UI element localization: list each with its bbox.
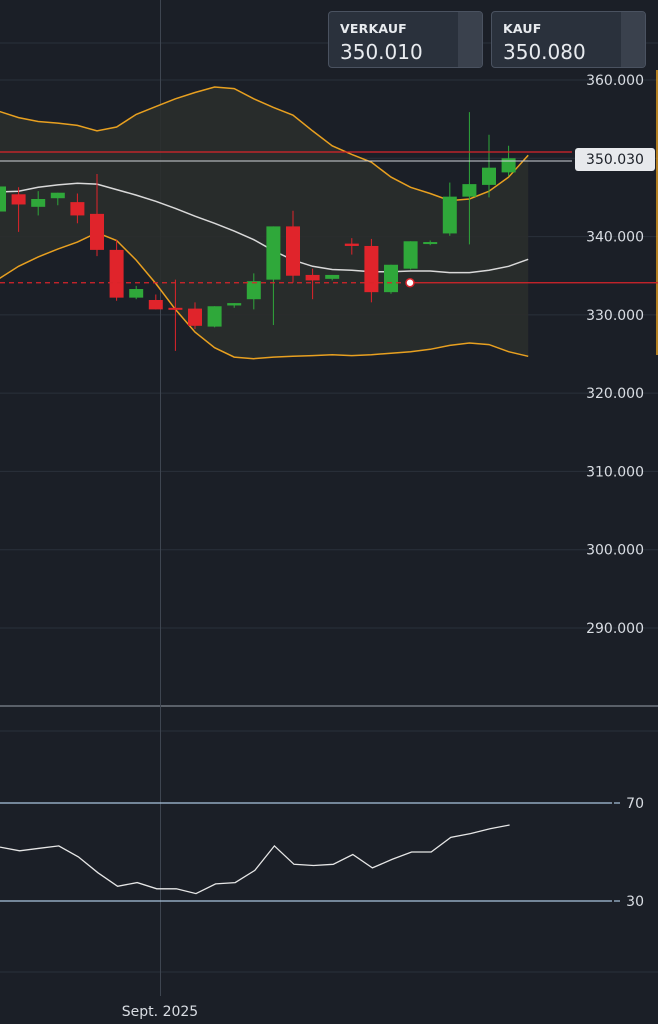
candle — [364, 238, 379, 303]
candle-body — [364, 245, 379, 293]
candle — [90, 173, 104, 257]
candle — [109, 239, 124, 301]
candle-body — [188, 308, 202, 326]
buy-label: KAUF — [503, 21, 542, 36]
candle — [325, 274, 340, 281]
candle-body — [207, 306, 222, 327]
candle-body — [423, 242, 438, 245]
candle-body — [501, 158, 516, 173]
price-tick-label: 360.000 — [586, 73, 644, 89]
candle — [286, 210, 300, 283]
candle — [384, 264, 398, 294]
candle — [246, 273, 261, 310]
candle — [188, 302, 202, 329]
candle-body — [442, 196, 457, 234]
price-tick-label: 330.000 — [586, 308, 644, 324]
candle — [70, 193, 85, 224]
price-lines — [0, 151, 658, 288]
candle-body — [227, 303, 242, 306]
candle-body — [266, 226, 281, 280]
price-tick-label: 290.000 — [586, 621, 644, 637]
candle — [266, 226, 281, 326]
sell-button-strip — [458, 12, 482, 67]
candle-body — [286, 226, 300, 276]
sell-price: 350.010 — [340, 40, 423, 64]
candle-body — [482, 167, 496, 185]
candle — [344, 238, 359, 255]
candle-body — [129, 289, 144, 298]
rsi-line — [0, 824, 510, 895]
candle — [403, 241, 418, 270]
rsi-tick-label: 30 — [626, 894, 644, 910]
price-tick-label: 300.000 — [586, 543, 644, 559]
candle-body — [384, 264, 398, 293]
candle — [442, 182, 457, 236]
price-tick-label: 340.000 — [586, 230, 644, 246]
date-label-bg — [112, 996, 210, 1024]
candle-body — [0, 186, 6, 212]
rsi-tick-label: 70 — [626, 796, 644, 812]
candle — [227, 303, 242, 308]
candle-body — [305, 274, 320, 281]
candle — [148, 294, 163, 310]
price-tick-label: 320.000 — [586, 386, 644, 402]
candle-body — [344, 243, 359, 246]
candle-body — [462, 184, 477, 197]
candle — [207, 306, 222, 328]
candle — [462, 112, 477, 245]
price-tick-label: 310.000 — [586, 464, 644, 480]
candle-body — [246, 281, 261, 300]
bollinger-lower-line — [0, 231, 529, 360]
candle-body — [148, 299, 163, 310]
candle-body — [109, 249, 124, 298]
candle — [11, 187, 26, 232]
buy-price: 350.080 — [503, 40, 586, 64]
candle — [31, 191, 46, 216]
position-marker[interactable] — [405, 278, 415, 288]
candle — [129, 285, 144, 300]
candle-body — [70, 202, 85, 216]
sell-button[interactable]: VERKAUF 350.010 — [328, 11, 483, 68]
candle — [168, 279, 183, 351]
buy-button[interactable]: KAUF 350.080 — [491, 11, 646, 68]
candle-body — [50, 192, 65, 199]
current-price-tag — [575, 148, 655, 172]
bollinger-upper-line — [0, 86, 529, 202]
candle — [50, 192, 65, 206]
bollinger-middle-line — [0, 182, 529, 274]
sell-label: VERKAUF — [340, 21, 407, 36]
axis-labels: 360.000350.000340.000330.000320.000310.0… — [112, 73, 655, 1024]
candle — [0, 186, 6, 212]
candle — [305, 268, 320, 300]
candle-body — [31, 198, 46, 207]
current-price-tag-label: 350.030 — [586, 152, 644, 168]
rsi-indicator — [0, 802, 620, 902]
candle-body — [90, 213, 104, 250]
buy-button-strip — [621, 12, 645, 67]
candle — [482, 134, 496, 198]
candle — [423, 240, 438, 246]
candle-body — [325, 274, 340, 279]
candle-body — [403, 241, 418, 269]
candle-body — [11, 194, 26, 205]
candlestick-series — [0, 112, 516, 351]
candle-body — [168, 307, 183, 310]
date-tick-label: Sept. 2025 — [122, 1004, 198, 1020]
